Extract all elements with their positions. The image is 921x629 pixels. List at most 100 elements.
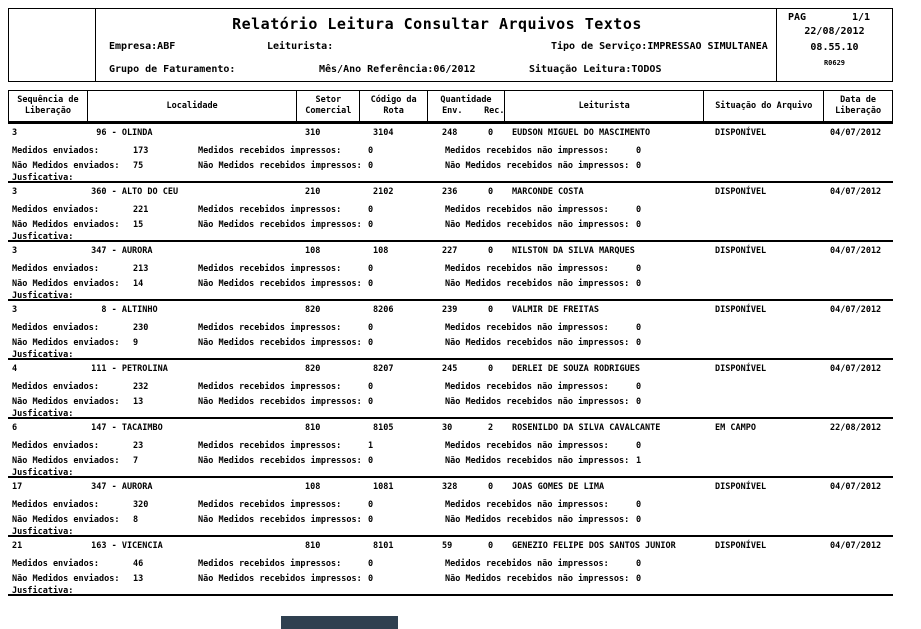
nao-medidos-recebidos-impressos-label: Não Medidos recebidos impressos: [198, 515, 362, 525]
sequencia-value: 3 [12, 305, 18, 315]
nao-medidos-recebidos-nao-impressos-label: Não Medidos recebidos não impressos: [445, 397, 630, 407]
medidos-enviados-value: 232 [133, 382, 149, 392]
setor-value: 820 [305, 364, 321, 374]
medidos-enviados-label: Medidos enviados: [12, 500, 99, 510]
nao-medidos-recebidos-nao-impressos-value: 0 [636, 397, 642, 407]
column-header-env: Env. [442, 106, 463, 116]
leiturista-field: Leiturista: [267, 41, 333, 52]
column-header-setor: Setor Comercial [297, 91, 361, 121]
localidade-value: 111 - PETROLINA [86, 364, 168, 374]
table-row: 3 8 - ALTINHO 820 8206 239 0 VALMIR DE F… [8, 299, 893, 360]
quantidade-env-value: 59 [442, 541, 453, 551]
quantidade-rec-value: 2 [488, 423, 494, 433]
column-header-codigo: Código da Rota [360, 91, 429, 121]
medidos-recebidos-nao-impressos-label: Medidos recebidos não impressos: [445, 205, 609, 215]
situacao-leitura-value: TODOS [631, 64, 662, 75]
nao-medidos-recebidos-impressos-label: Não Medidos recebidos impressos: [198, 456, 362, 466]
column-header-situacao: Situação do Arquivo [704, 91, 825, 121]
localidade-value: 147 - TACAIMBO [86, 423, 163, 433]
report-header: Relatório Leitura Consultar Arquivos Tex… [8, 8, 893, 82]
setor-value: 810 [305, 423, 321, 433]
nao-medidos-recebidos-impressos-value: 0 [368, 515, 374, 525]
column-header-localidade: Localidade [88, 91, 298, 121]
nao-medidos-recebidos-impressos-value: 0 [368, 574, 374, 584]
tipo-servico-field: Tipo de Serviço:IMPRESSAO SIMULTANEA [551, 41, 768, 52]
codigo-rota-value: 8105 [373, 423, 394, 433]
justificativa-label: Jusficativa: [12, 586, 74, 596]
sequencia-value: 3 [12, 246, 18, 256]
quantidade-env-value: 30 [442, 423, 453, 433]
leiturista-value: GENEZIO FELIPE DOS SANTOS JUNIOR [512, 541, 676, 551]
logo-cell [9, 9, 96, 81]
nao-medidos-recebidos-nao-impressos-value: 0 [636, 574, 642, 584]
medidos-recebidos-impressos-label: Medidos recebidos impressos: [198, 205, 342, 215]
situacao-arquivo-value: DISPONÍVEL [715, 246, 767, 256]
report-title: Relatório Leitura Consultar Arquivos Tex… [232, 15, 642, 33]
medidos-recebidos-impressos-label: Medidos recebidos impressos: [198, 441, 342, 451]
localidade-value: 8 - ALTINHO [86, 305, 158, 315]
taskbar-fragment[interactable] [281, 616, 398, 629]
medidos-recebidos-impressos-value: 0 [368, 323, 374, 333]
medidos-recebidos-impressos-value: 0 [368, 382, 374, 392]
setor-value: 210 [305, 187, 321, 197]
leiturista-value: EUDSON MIGUEL DO MASCIMENTO [512, 128, 651, 138]
report-time: 08.55.10 [810, 42, 859, 53]
nao-medidos-enviados-label: Não Medidos enviados: [12, 397, 120, 407]
quantidade-env-value: 245 [442, 364, 458, 374]
empresa-label: Empresa: [109, 41, 158, 52]
medidos-recebidos-nao-impressos-label: Medidos recebidos não impressos: [445, 441, 609, 451]
quantidade-env-value: 227 [442, 246, 458, 256]
quantidade-env-value: 328 [442, 482, 458, 492]
nao-medidos-enviados-value: 7 [133, 456, 139, 466]
grupo-faturamento-field: Grupo de Faturamento: [109, 64, 235, 75]
nao-medidos-enviados-value: 14 [133, 279, 144, 289]
mes-ano-referencia-value: 06/2012 [433, 64, 476, 75]
medidos-recebidos-nao-impressos-value: 0 [636, 441, 642, 451]
situacao-arquivo-value: DISPONÍVEL [715, 305, 767, 315]
nao-medidos-recebidos-nao-impressos-value: 0 [636, 515, 642, 525]
page-number: 1/1 [851, 12, 870, 23]
nao-medidos-recebidos-nao-impressos-value: 0 [636, 279, 642, 289]
medidos-enviados-value: 213 [133, 264, 149, 274]
nao-medidos-recebidos-impressos-value: 0 [368, 220, 374, 230]
nao-medidos-enviados-label: Não Medidos enviados: [12, 456, 120, 466]
leiturista-label: Leiturista: [267, 41, 334, 52]
quantidade-rec-value: 0 [488, 482, 494, 492]
medidos-recebidos-nao-impressos-value: 0 [636, 323, 642, 333]
nao-medidos-recebidos-impressos-value: 0 [368, 279, 374, 289]
nao-medidos-enviados-value: 75 [133, 161, 144, 171]
medidos-enviados-label: Medidos enviados: [12, 441, 99, 451]
justificativa-label: Jusficativa: [12, 350, 74, 360]
medidos-recebidos-impressos-label: Medidos recebidos impressos: [198, 264, 342, 274]
leiturista-value: MARCONDE COSTA [512, 187, 584, 197]
grupo-faturamento-label: Grupo de Faturamento: [109, 64, 236, 75]
data-liberacao-value: 22/08/2012 [830, 423, 882, 433]
sequencia-value: 3 [12, 187, 18, 197]
medidos-enviados-value: 23 [133, 441, 144, 451]
table-row: 4 111 - PETROLINA 820 8207 245 0 DERLEI … [8, 358, 893, 419]
medidos-enviados-value: 46 [133, 559, 144, 569]
nao-medidos-enviados-value: 8 [133, 515, 139, 525]
nao-medidos-recebidos-nao-impressos-value: 0 [636, 161, 642, 171]
nao-medidos-enviados-value: 13 [133, 397, 144, 407]
medidos-recebidos-nao-impressos-label: Medidos recebidos não impressos: [445, 264, 609, 274]
sequencia-value: 4 [12, 364, 18, 374]
nao-medidos-recebidos-impressos-label: Não Medidos recebidos impressos: [198, 161, 362, 171]
codigo-rota-value: 8206 [373, 305, 394, 315]
nao-medidos-recebidos-nao-impressos-label: Não Medidos recebidos não impressos: [445, 515, 630, 525]
nao-medidos-recebidos-impressos-label: Não Medidos recebidos impressos: [198, 279, 362, 289]
justificativa-label: Jusficativa: [12, 468, 74, 478]
codigo-rota-value: 8207 [373, 364, 394, 374]
medidos-recebidos-impressos-value: 0 [368, 146, 374, 156]
medidos-recebidos-nao-impressos-value: 0 [636, 146, 642, 156]
nao-medidos-enviados-label: Não Medidos enviados: [12, 515, 120, 525]
medidos-enviados-value: 173 [133, 146, 149, 156]
table-row: 6 147 - TACAIMBO 810 8105 30 2 ROSENILDO… [8, 417, 893, 478]
quantidade-env-value: 248 [442, 128, 458, 138]
data-liberacao-value: 04/07/2012 [830, 541, 882, 551]
situacao-arquivo-value: DISPONÍVEL [715, 128, 767, 138]
medidos-recebidos-impressos-value: 1 [368, 441, 374, 451]
nao-medidos-enviados-value: 9 [133, 338, 139, 348]
nao-medidos-recebidos-impressos-label: Não Medidos recebidos impressos: [198, 397, 362, 407]
